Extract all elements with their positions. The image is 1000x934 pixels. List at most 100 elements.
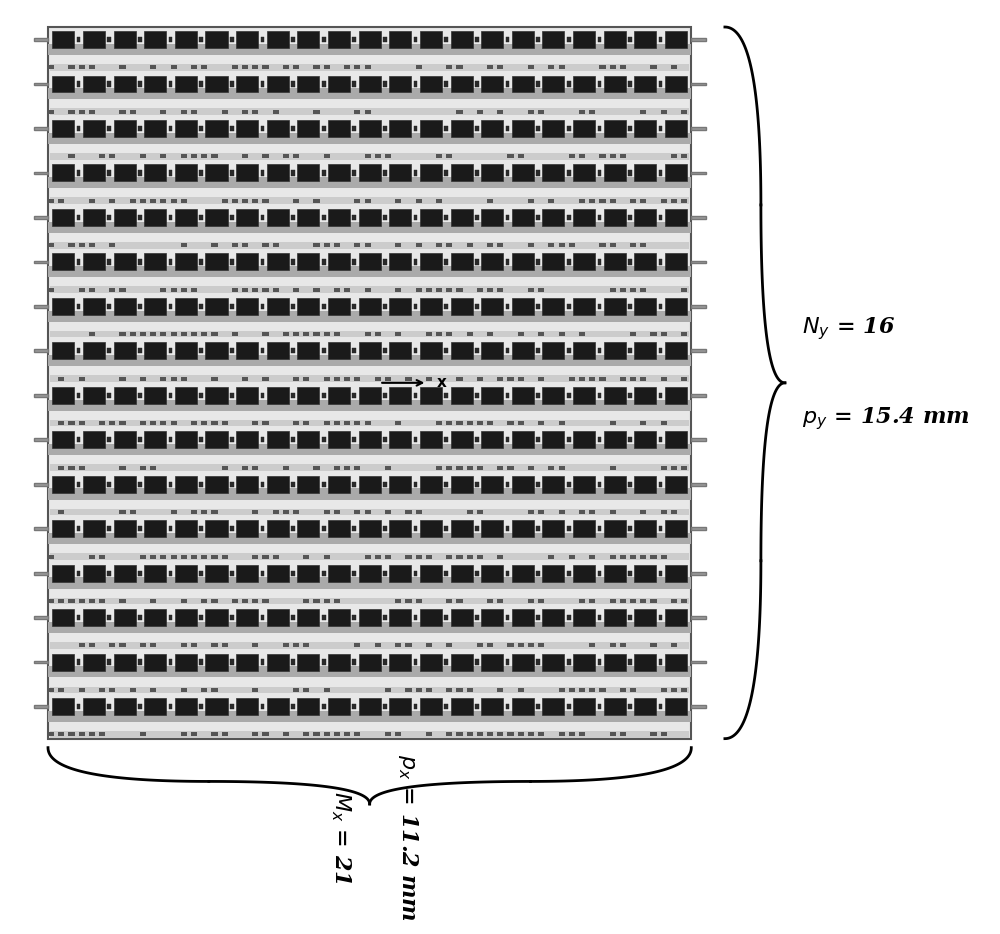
Bar [273, 376, 279, 381]
Bar [230, 571, 234, 576]
Bar [242, 599, 248, 603]
Bar [589, 288, 595, 291]
Bar [261, 392, 264, 398]
Bar [389, 209, 411, 226]
Bar [175, 120, 197, 137]
Bar [236, 253, 258, 270]
Bar [199, 392, 203, 398]
Bar [451, 565, 473, 582]
Bar [365, 110, 371, 114]
Bar [262, 644, 269, 647]
Bar [481, 699, 503, 715]
Bar [405, 333, 412, 336]
Bar [230, 36, 234, 42]
Bar [467, 599, 473, 603]
Bar [528, 599, 534, 603]
Bar [267, 699, 289, 715]
Bar [507, 688, 514, 692]
Bar [99, 599, 105, 603]
Bar [420, 164, 442, 181]
Bar [107, 126, 111, 131]
Bar [610, 465, 616, 470]
Bar [507, 199, 514, 203]
Bar [665, 520, 687, 537]
Bar [536, 126, 540, 131]
Bar [506, 571, 509, 576]
Bar [89, 333, 95, 336]
Bar [324, 288, 330, 291]
Bar [475, 571, 479, 576]
FancyArrow shape [691, 394, 706, 397]
Bar [650, 65, 657, 69]
Bar [199, 81, 203, 87]
Bar [89, 465, 95, 470]
FancyArrow shape [691, 616, 706, 619]
Bar [538, 599, 544, 603]
Bar [512, 565, 534, 582]
Bar [567, 126, 571, 131]
Bar [481, 343, 503, 360]
Bar [77, 260, 80, 264]
Bar [322, 482, 326, 487]
Bar [232, 333, 238, 336]
Bar [375, 465, 381, 470]
Bar [444, 615, 448, 620]
Bar [230, 392, 234, 398]
Text: x: x [437, 375, 447, 390]
Bar [297, 432, 319, 448]
Bar [291, 260, 295, 264]
Bar [181, 421, 187, 425]
Bar [542, 298, 564, 315]
Bar [610, 732, 616, 736]
Bar [604, 654, 626, 671]
Bar [405, 288, 412, 291]
Bar [303, 154, 309, 158]
Bar [83, 120, 105, 137]
Bar [58, 243, 64, 248]
Bar [579, 199, 585, 203]
Bar [389, 654, 411, 671]
Bar [109, 243, 115, 248]
Bar [579, 65, 585, 69]
Bar [536, 482, 540, 487]
Bar [109, 65, 115, 69]
FancyArrow shape [34, 127, 48, 130]
Bar [375, 154, 381, 158]
Bar [506, 704, 509, 709]
Bar [297, 699, 319, 715]
FancyArrow shape [691, 261, 706, 263]
Bar [322, 36, 326, 42]
Bar [50, 242, 689, 248]
Bar [83, 76, 105, 92]
Bar [475, 392, 479, 398]
Bar [630, 421, 636, 425]
Bar [628, 482, 632, 487]
Bar [232, 688, 238, 692]
Bar [138, 392, 142, 398]
Bar [150, 154, 156, 158]
Bar [199, 348, 203, 353]
Bar [536, 437, 540, 443]
Bar [175, 31, 197, 48]
Bar [199, 170, 203, 176]
Bar [661, 555, 667, 559]
Bar [313, 421, 320, 425]
Bar [107, 571, 111, 576]
Bar [297, 120, 319, 137]
Bar [107, 482, 111, 487]
Bar [389, 565, 411, 582]
Bar [352, 215, 356, 220]
Bar [389, 343, 411, 360]
Bar [352, 170, 356, 176]
Bar [420, 699, 442, 715]
Bar [144, 387, 166, 403]
Bar [665, 475, 687, 493]
Bar [261, 482, 264, 487]
Bar [344, 421, 350, 425]
Bar [604, 565, 626, 582]
Bar [52, 699, 74, 715]
Bar [175, 699, 197, 715]
Bar [385, 732, 391, 736]
Bar [506, 170, 509, 176]
Bar [512, 120, 534, 137]
